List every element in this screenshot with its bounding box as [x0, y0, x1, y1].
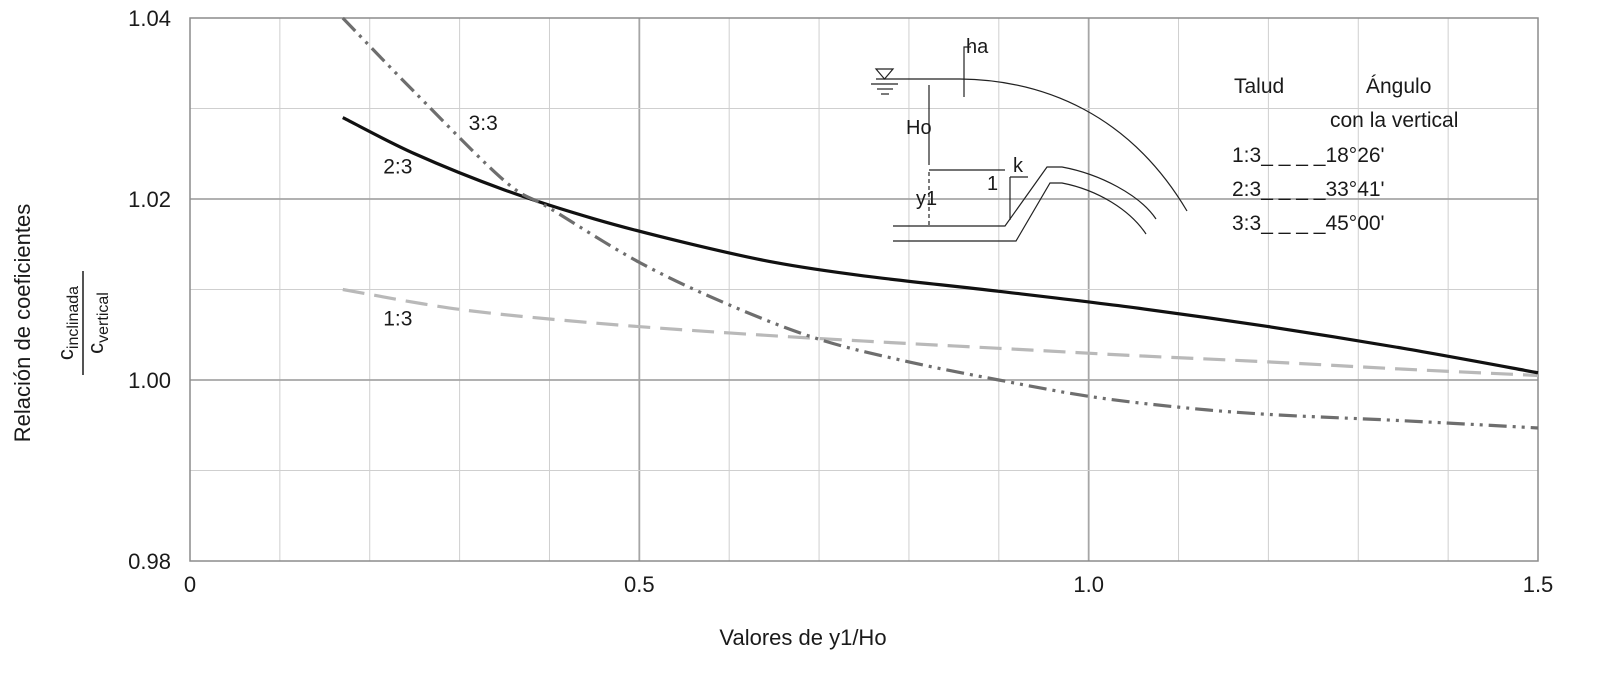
y-tick-label: 1.02: [128, 187, 171, 212]
table-row: 1:3_ _ _ _18°26': [1232, 144, 1385, 167]
x-tick-label: 0.5: [624, 572, 655, 597]
table-header-angle-sub: con la vertical: [1330, 109, 1458, 132]
y-axis-title: Relación de coeficientes: [10, 204, 35, 442]
y-axis-fraction: cinclinada cvertical: [53, 271, 112, 375]
grid-lines: [190, 18, 1538, 561]
curve-label: 2:3: [383, 156, 412, 179]
ha-bracket: [963, 46, 971, 97]
series-line-3-3: [341, 16, 1539, 430]
series-layer: [341, 16, 1539, 430]
k-label: k: [1013, 155, 1024, 177]
water-surface-triangle-icon: [874, 68, 895, 80]
x-tick-label: 0: [184, 572, 196, 597]
nappe-upper-curve: [959, 78, 1188, 212]
weir-diagram: [871, 46, 1188, 242]
y-axis-denominator: cvertical: [83, 292, 112, 354]
table-header-slope: Talud: [1234, 75, 1284, 98]
ha-label: ha: [966, 36, 989, 58]
weir-upstream-face-outer: [893, 166, 1157, 227]
curve-label: 3:3: [469, 112, 498, 135]
series-line-1-3: [342, 287, 1539, 378]
slope-one-label: 1: [987, 173, 998, 195]
plot-frame: [189, 17, 1539, 562]
y-tick-label: 1.04: [128, 6, 171, 31]
table-row: 2:3_ _ _ _33°41': [1232, 178, 1385, 201]
table-row: 3:3_ _ _ _45°00': [1232, 212, 1385, 235]
y-tick-label: 1.00: [128, 368, 171, 393]
x-tick-label: 1.5: [1523, 572, 1554, 597]
k-bracket: [1009, 176, 1028, 220]
curve-label: 1:3: [383, 308, 412, 331]
x-tick-label: 1.0: [1073, 572, 1104, 597]
table-header-angle: Ángulo: [1366, 75, 1431, 98]
tick-labels: 0 0.5 1.0 1.5 0.98 1.00 1.02 1.04: [128, 6, 1553, 597]
weir-upstream-face-inner: [893, 182, 1147, 242]
y-tick-label: 0.98: [128, 549, 171, 574]
series-line-2-3: [342, 116, 1539, 375]
y-axis-label-prefix: Relación de coeficientes: [10, 204, 35, 442]
y-axis-numerator: cinclinada: [53, 286, 82, 360]
curve-labels: 3:3 2:3 1:3: [383, 112, 498, 330]
ho-label: Ho: [906, 117, 932, 139]
slope-angle-table: Talud Ángulo con la vertical 1:3_ _ _ _1…: [1232, 75, 1458, 235]
x-axis-label: Valores de y1/Ho: [719, 625, 886, 650]
y1-label: y1: [916, 188, 937, 210]
